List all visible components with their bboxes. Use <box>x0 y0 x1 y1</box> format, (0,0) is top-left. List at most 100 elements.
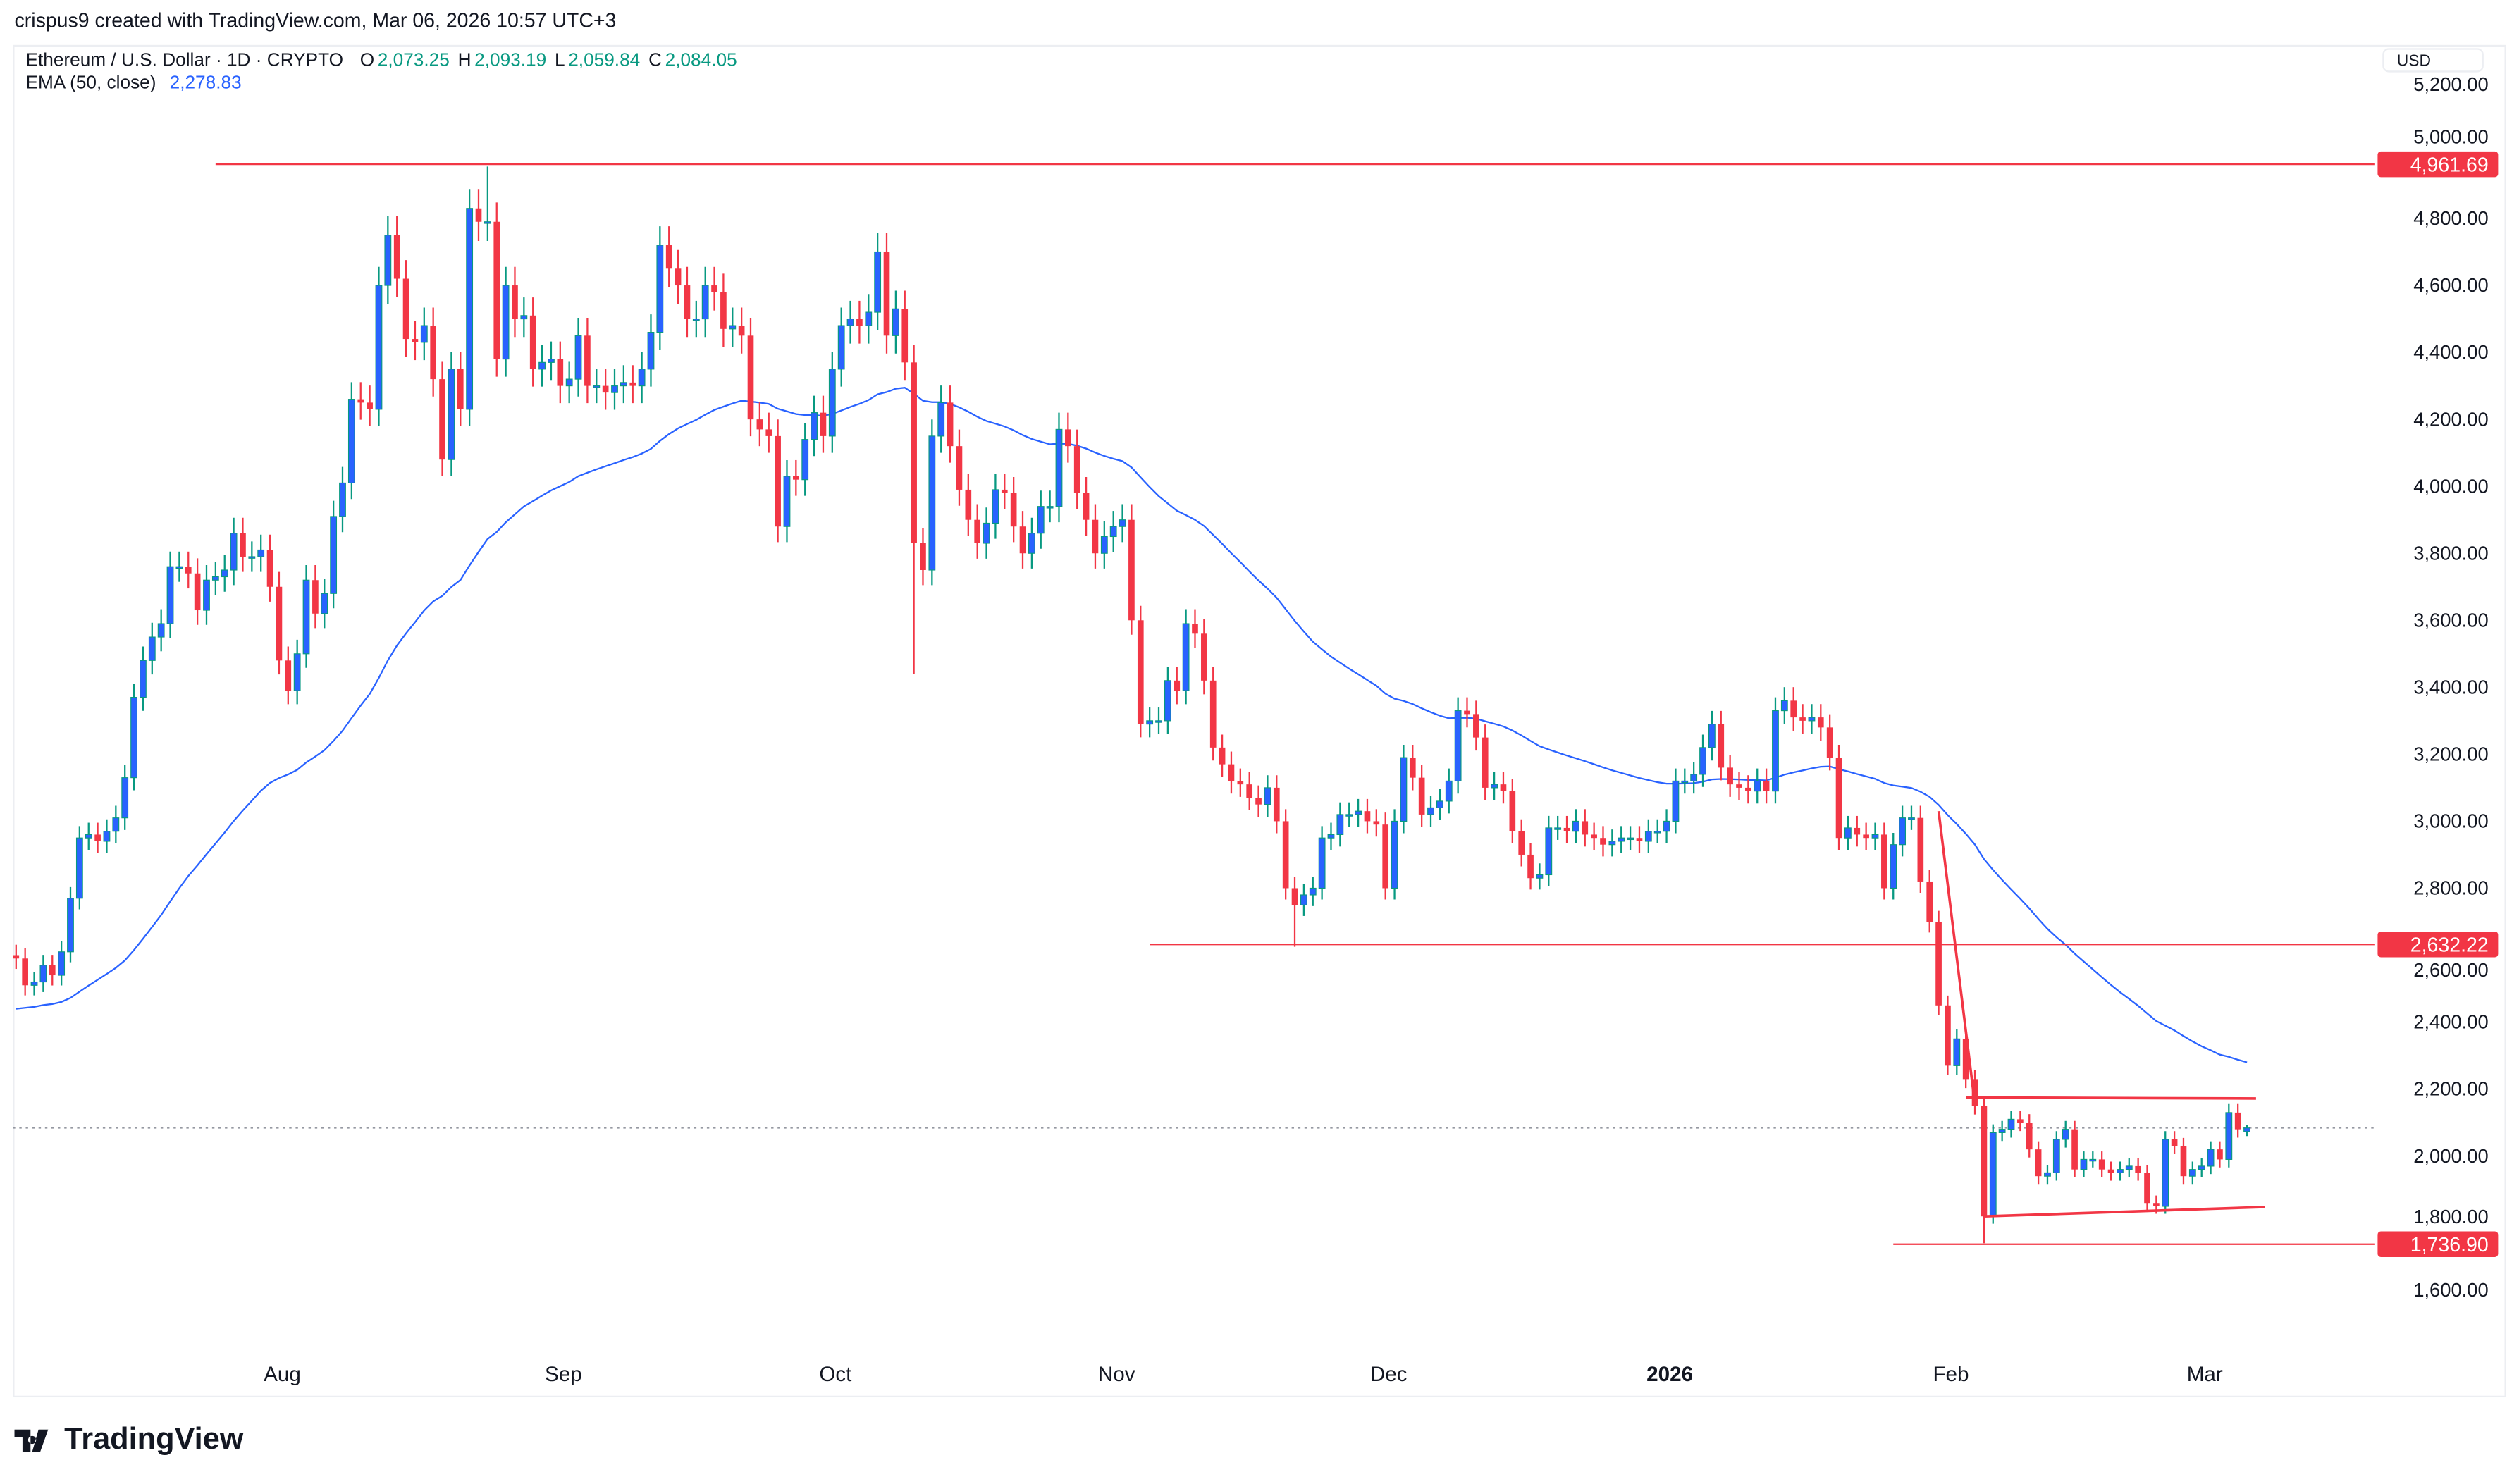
candle-body <box>2044 1172 2051 1177</box>
candle <box>974 504 981 559</box>
candle <box>166 551 174 638</box>
candle-body <box>1436 800 1443 808</box>
candle <box>1663 809 1670 843</box>
candle <box>1881 822 1887 900</box>
candle <box>1373 809 1380 837</box>
currency-button[interactable]: USD <box>2382 48 2484 73</box>
legend-ema-row: EMA (50, close) 2,278.83 <box>25 73 740 95</box>
candle-body <box>2225 1112 2233 1160</box>
candle-body <box>1808 717 1816 722</box>
candle-body <box>1264 787 1271 805</box>
candle <box>2207 1141 2215 1175</box>
candle <box>793 459 799 496</box>
candle <box>1264 775 1271 817</box>
time-axis-label: Nov <box>1098 1363 1135 1386</box>
candle <box>983 507 990 559</box>
candle <box>1418 765 1425 827</box>
candle-body <box>1690 774 1698 781</box>
candle-body <box>2234 1112 2241 1130</box>
candle <box>874 233 882 330</box>
candle <box>347 382 355 500</box>
ema-value: 2,278.83 <box>169 73 242 94</box>
candle <box>1935 910 1942 1015</box>
open-value: 2,073.25 <box>377 51 450 71</box>
candle <box>67 886 74 963</box>
candle <box>420 307 428 361</box>
candle-body <box>1055 428 1063 507</box>
candle-body <box>1854 827 1861 835</box>
candle-body <box>1137 620 1144 724</box>
candle <box>140 646 147 711</box>
candle <box>1491 772 1498 800</box>
price-axis-label: 2,800.00 <box>2413 877 2488 899</box>
candle-body <box>1155 720 1162 723</box>
candle-body <box>2071 1129 2078 1170</box>
candle <box>1246 772 1253 810</box>
tradingview-logo[interactable]: TradingView <box>14 1423 244 1458</box>
candle <box>157 609 165 652</box>
candle <box>430 307 437 397</box>
candle-body <box>775 435 781 527</box>
candle <box>75 826 83 910</box>
candle <box>484 166 491 242</box>
candle-body <box>1727 767 1733 785</box>
candle <box>1989 1124 1997 1224</box>
candle <box>1799 704 1806 734</box>
candle <box>692 300 700 338</box>
candle <box>58 941 66 986</box>
candle-body <box>402 278 409 340</box>
candle-body <box>1164 680 1171 722</box>
candle-body <box>1209 680 1217 748</box>
candle <box>2007 1111 2015 1138</box>
candle <box>1653 819 1661 843</box>
price-axis-label: 4,200.00 <box>2413 408 2488 430</box>
candle <box>1536 863 1544 890</box>
candle-body <box>2080 1158 2088 1170</box>
candle-body <box>565 378 573 387</box>
candles <box>13 166 2250 1244</box>
candle <box>1863 822 1869 851</box>
candle <box>937 385 945 453</box>
candle-body <box>1382 824 1389 889</box>
candle <box>2107 1161 2114 1181</box>
candle-body <box>484 221 491 224</box>
ema-label[interactable]: EMA (50, close) <box>25 73 156 94</box>
candle <box>675 249 682 304</box>
candle <box>2125 1158 2133 1177</box>
candle <box>1046 490 1054 523</box>
candle-body <box>1219 747 1226 765</box>
candle <box>765 412 772 453</box>
price-axis-label: 3,400.00 <box>2413 676 2488 698</box>
symbol-title[interactable]: Ethereum / U.S. Dollar · 1D · CRYPTO <box>25 51 344 71</box>
candle <box>1073 429 1080 509</box>
candle <box>121 765 129 830</box>
price-axis-label: 2,600.00 <box>2413 959 2488 981</box>
time-axis-label: Dec <box>1370 1363 1408 1386</box>
ema-line <box>16 387 2248 1063</box>
logo-text: TradingView <box>64 1423 244 1457</box>
candle-body <box>665 245 672 269</box>
candle-body <box>1228 764 1235 781</box>
candle <box>783 459 791 543</box>
candle-body <box>1871 834 1879 839</box>
candle <box>801 423 809 496</box>
candle-body <box>738 326 745 336</box>
candle <box>94 822 101 853</box>
candle-body <box>1174 680 1181 691</box>
time-axis-label: Aug <box>264 1363 301 1386</box>
price-axis-label: 1,800.00 <box>2413 1206 2488 1228</box>
candle <box>1055 412 1063 523</box>
candle <box>1065 412 1071 463</box>
price-level-tag <box>2377 151 2499 178</box>
candle <box>302 565 310 668</box>
candle-body <box>1001 489 1008 493</box>
candle <box>1817 704 1824 741</box>
candle-body <box>194 573 201 611</box>
candle <box>1500 772 1507 804</box>
candle <box>412 321 419 361</box>
price-axis-label: 2,000.00 <box>2413 1145 2488 1167</box>
chart-panel[interactable] <box>13 44 2506 1398</box>
candle-body <box>920 543 926 570</box>
candle-body <box>1890 844 1897 889</box>
